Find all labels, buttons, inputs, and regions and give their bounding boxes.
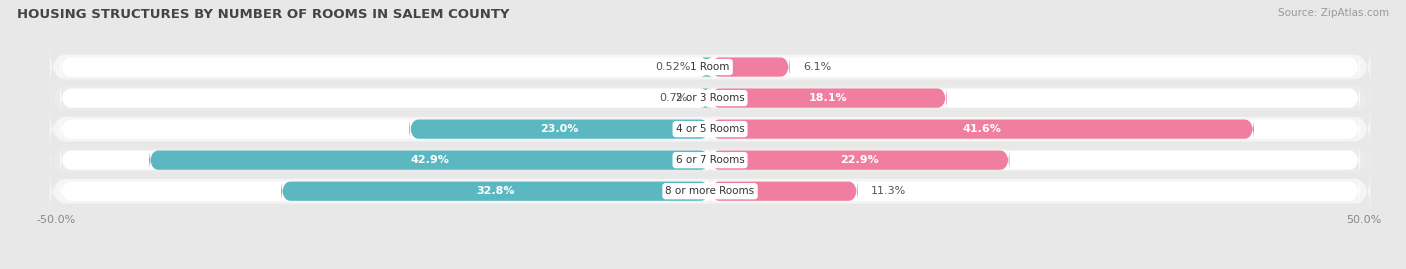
- FancyBboxPatch shape: [60, 52, 1360, 82]
- FancyBboxPatch shape: [60, 176, 1360, 206]
- FancyBboxPatch shape: [710, 117, 1254, 141]
- Text: 4 or 5 Rooms: 4 or 5 Rooms: [676, 124, 744, 134]
- Text: 6 or 7 Rooms: 6 or 7 Rooms: [676, 155, 744, 165]
- Text: 11.3%: 11.3%: [870, 186, 905, 196]
- FancyBboxPatch shape: [60, 114, 1360, 144]
- Text: 18.1%: 18.1%: [808, 93, 848, 103]
- Text: 6.1%: 6.1%: [803, 62, 831, 72]
- FancyBboxPatch shape: [710, 55, 790, 79]
- Text: 0.7%: 0.7%: [659, 93, 688, 103]
- FancyBboxPatch shape: [409, 117, 710, 141]
- FancyBboxPatch shape: [49, 104, 1371, 154]
- FancyBboxPatch shape: [49, 73, 1371, 123]
- Text: 2 or 3 Rooms: 2 or 3 Rooms: [676, 93, 744, 103]
- Text: 41.6%: 41.6%: [963, 124, 1001, 134]
- FancyBboxPatch shape: [149, 148, 710, 172]
- Text: 23.0%: 23.0%: [540, 124, 579, 134]
- FancyBboxPatch shape: [700, 55, 713, 79]
- Text: 22.9%: 22.9%: [841, 155, 879, 165]
- FancyBboxPatch shape: [700, 86, 710, 110]
- Text: 8 or more Rooms: 8 or more Rooms: [665, 186, 755, 196]
- FancyBboxPatch shape: [710, 179, 858, 203]
- FancyBboxPatch shape: [49, 42, 1371, 92]
- FancyBboxPatch shape: [60, 145, 1360, 175]
- Text: 0.52%: 0.52%: [655, 62, 690, 72]
- Text: 42.9%: 42.9%: [411, 155, 449, 165]
- Text: Source: ZipAtlas.com: Source: ZipAtlas.com: [1278, 8, 1389, 18]
- FancyBboxPatch shape: [60, 83, 1360, 113]
- FancyBboxPatch shape: [281, 179, 710, 203]
- FancyBboxPatch shape: [49, 135, 1371, 185]
- FancyBboxPatch shape: [710, 148, 1010, 172]
- Text: HOUSING STRUCTURES BY NUMBER OF ROOMS IN SALEM COUNTY: HOUSING STRUCTURES BY NUMBER OF ROOMS IN…: [17, 8, 509, 21]
- Text: 1 Room: 1 Room: [690, 62, 730, 72]
- FancyBboxPatch shape: [49, 166, 1371, 216]
- FancyBboxPatch shape: [710, 86, 946, 110]
- Text: 32.8%: 32.8%: [477, 186, 515, 196]
